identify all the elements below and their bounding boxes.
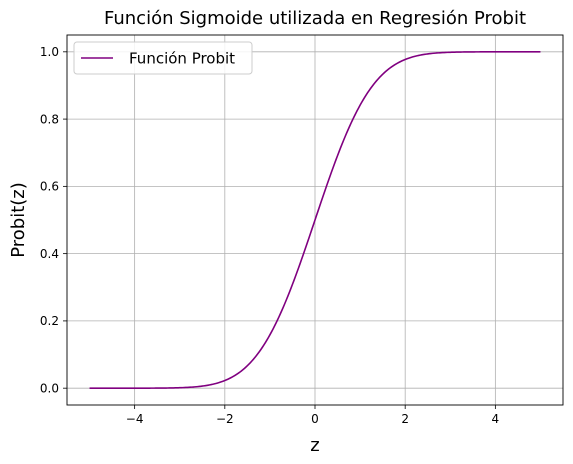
legend-box [73, 41, 253, 75]
y-tick-label: 1.0 [40, 45, 59, 59]
y-axis-label: Probit(z) [8, 182, 29, 258]
x-tick-label: −4 [126, 412, 144, 426]
y-tick-label: 0.8 [40, 112, 59, 126]
x-tick-label: 0 [311, 412, 319, 426]
y-tick-label: 0.0 [40, 381, 59, 395]
chart-title: Función Sigmoide utilizada en Regresión … [104, 8, 526, 29]
y-tick-label: 0.4 [40, 247, 59, 261]
x-tick-label: −2 [216, 412, 234, 426]
x-tick-label: 4 [492, 412, 500, 426]
series-line-funcion-probit [89, 51, 541, 389]
series-layer [89, 51, 541, 389]
legend: Función Probit [73, 41, 253, 75]
y-tick-label: 0.6 [40, 180, 59, 194]
y-tick-label: 0.2 [40, 314, 59, 328]
legend-label-funcion-probit: Función Probit [129, 50, 235, 68]
x-axis-label: z [310, 435, 319, 456]
x-tick-label: 2 [401, 412, 409, 426]
axis-ticks: −4 −2 0 2 4 0.0 0.2 0.4 0.6 0.8 1.0 [40, 45, 499, 426]
